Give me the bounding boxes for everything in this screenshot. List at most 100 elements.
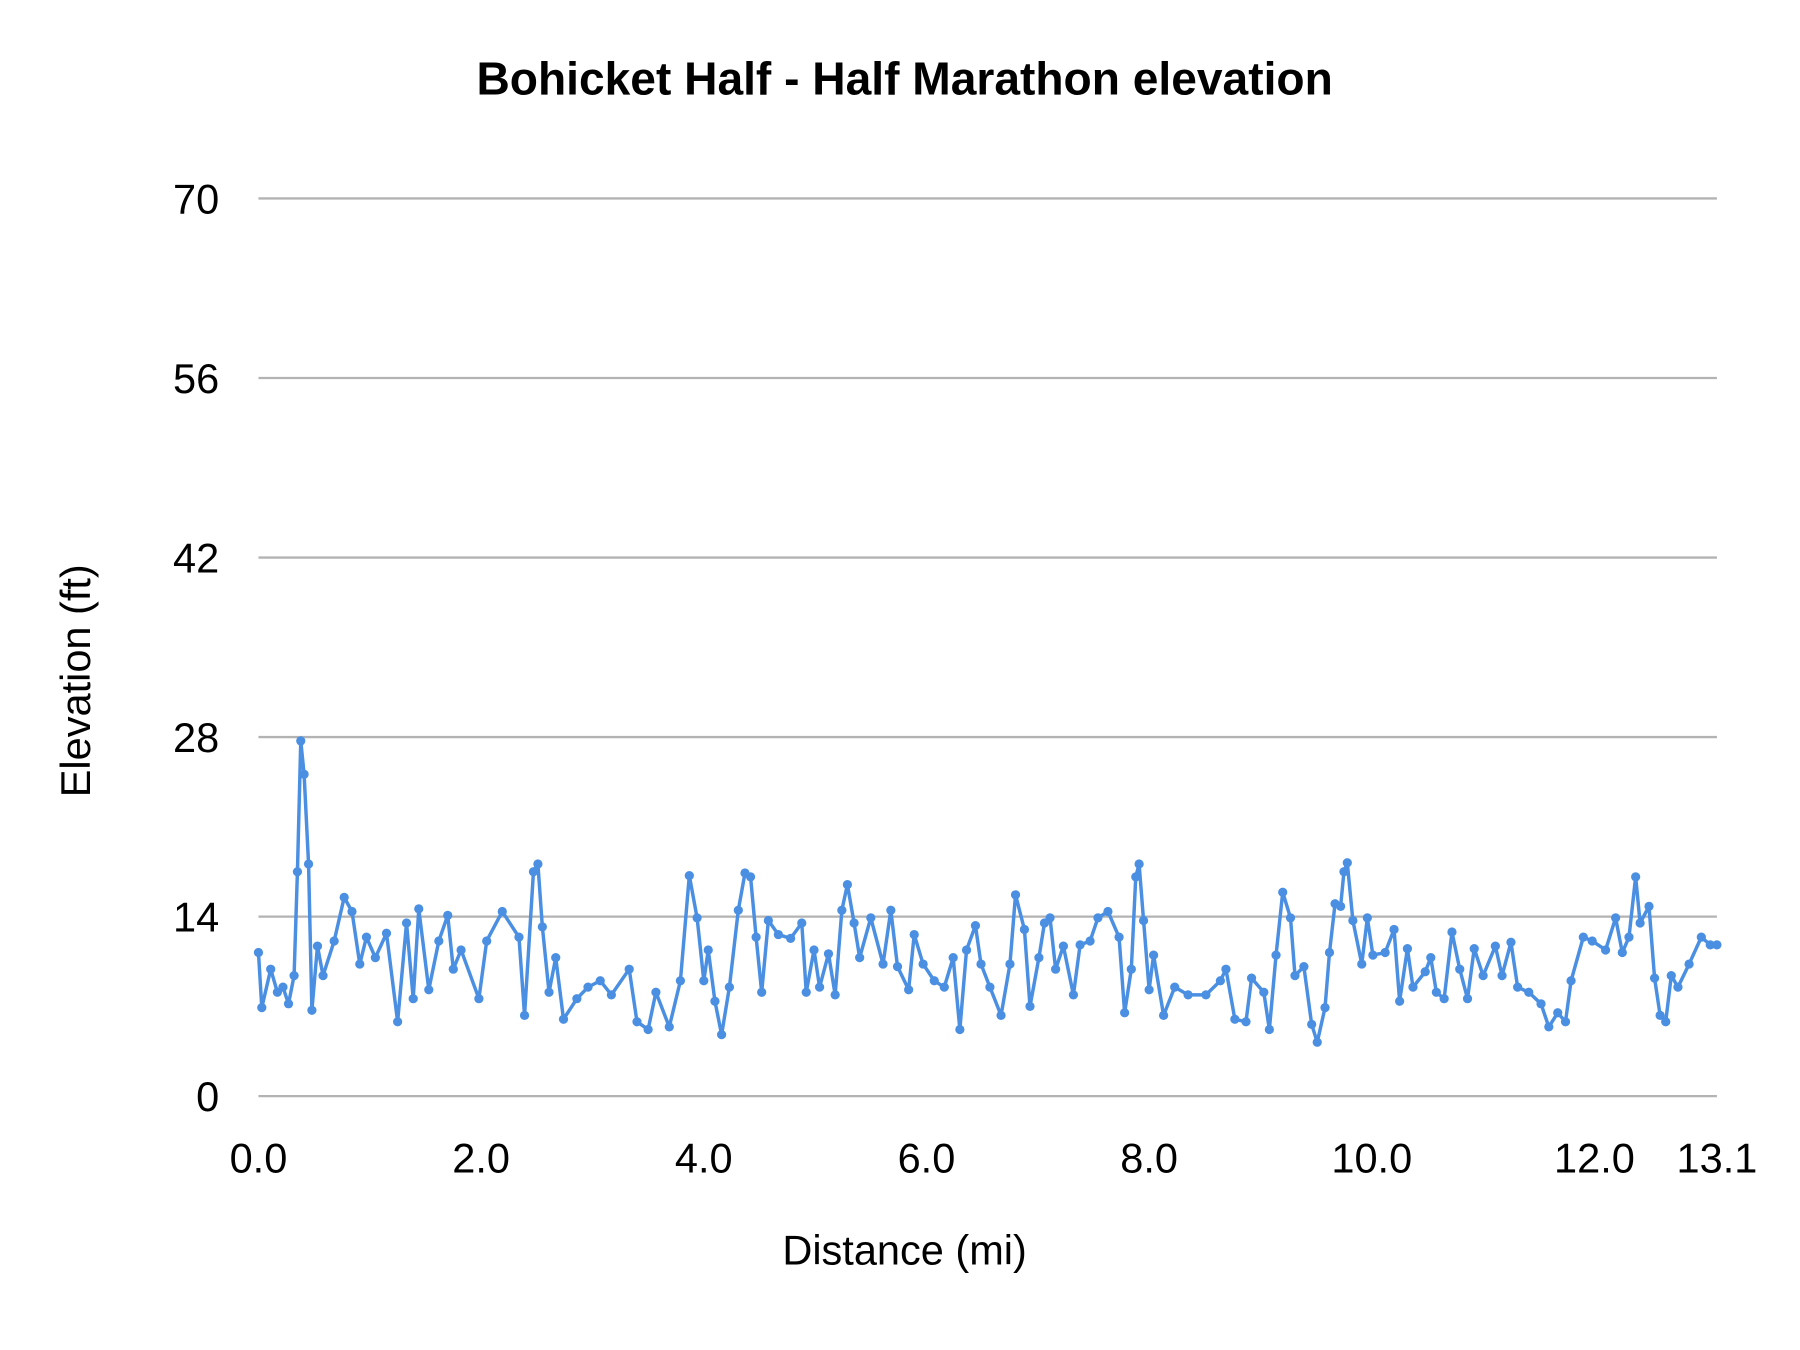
data-point xyxy=(1126,964,1136,974)
data-point xyxy=(1490,941,1500,951)
data-point xyxy=(1655,1010,1665,1020)
data-point xyxy=(751,932,761,942)
data-point xyxy=(1068,990,1079,1000)
data-point xyxy=(675,976,686,986)
data-point xyxy=(1259,987,1269,997)
data-point xyxy=(393,1017,403,1027)
data-point xyxy=(1368,950,1378,960)
data-point xyxy=(996,1010,1006,1020)
data-point xyxy=(1285,913,1296,923)
data-point xyxy=(892,962,903,972)
data-point xyxy=(1389,924,1399,935)
data-point xyxy=(1271,950,1281,960)
data-point xyxy=(786,933,796,944)
data-point xyxy=(909,929,919,940)
data-point xyxy=(572,994,582,1004)
data-point xyxy=(1644,901,1654,911)
data-point xyxy=(497,906,507,917)
data-point xyxy=(1362,913,1372,923)
data-point xyxy=(1320,1003,1330,1013)
data-point xyxy=(976,959,986,969)
data-point xyxy=(1278,887,1288,897)
data-point xyxy=(985,982,995,992)
data-point xyxy=(1144,985,1154,995)
data-point xyxy=(289,970,299,981)
data-point xyxy=(318,970,328,981)
data-point xyxy=(929,976,939,986)
x-tick-label: 2.0 xyxy=(452,1134,510,1181)
data-point xyxy=(1578,932,1588,942)
data-point xyxy=(257,1003,267,1013)
data-point xyxy=(1544,1022,1554,1032)
data-point xyxy=(1624,932,1634,942)
data-point xyxy=(339,892,349,902)
data-point xyxy=(1348,915,1358,926)
data-point xyxy=(1045,913,1055,923)
data-point xyxy=(830,990,840,1000)
data-point xyxy=(918,959,928,969)
x-tick-label: 6.0 xyxy=(898,1134,956,1181)
data-point xyxy=(643,1024,653,1035)
data-point xyxy=(537,922,547,932)
data-point xyxy=(1290,970,1300,981)
data-point xyxy=(1093,913,1103,923)
data-point xyxy=(823,949,834,959)
data-point xyxy=(849,918,859,928)
data-point xyxy=(361,932,372,942)
data-point xyxy=(1478,970,1488,981)
data-point xyxy=(482,936,492,946)
data-point xyxy=(1114,932,1124,942)
data-point xyxy=(878,959,888,969)
data-point xyxy=(745,872,756,882)
data-point xyxy=(606,990,617,1000)
data-point xyxy=(1148,950,1159,960)
data-point xyxy=(1058,941,1069,951)
data-point xyxy=(1712,940,1722,950)
data-point xyxy=(381,928,392,938)
data-point xyxy=(551,953,561,963)
data-point xyxy=(1312,1037,1322,1047)
data-point xyxy=(1120,1008,1130,1018)
data-point xyxy=(292,867,303,877)
data-point xyxy=(763,915,773,926)
data-point xyxy=(1230,1014,1240,1024)
data-point xyxy=(1357,959,1367,969)
data-point xyxy=(1408,982,1418,992)
data-point xyxy=(1005,959,1015,969)
data-point xyxy=(684,870,694,881)
data-point xyxy=(837,905,847,915)
data-point xyxy=(1138,915,1149,926)
data-point xyxy=(1380,947,1390,958)
data-point xyxy=(1170,982,1180,992)
data-point xyxy=(1497,970,1507,981)
data-point xyxy=(814,982,825,992)
data-point xyxy=(1566,976,1576,986)
data-point xyxy=(948,953,958,963)
data-point xyxy=(595,976,605,986)
data-point xyxy=(1635,918,1645,928)
data-point xyxy=(855,953,865,963)
data-point xyxy=(939,982,949,992)
data-point xyxy=(1684,959,1694,969)
data-point xyxy=(299,769,309,779)
data-point xyxy=(1553,1008,1563,1018)
data-point xyxy=(456,945,466,955)
data-point xyxy=(329,936,339,946)
data-point xyxy=(1696,932,1706,942)
data-point xyxy=(1246,973,1257,983)
data-point xyxy=(347,906,357,917)
data-point xyxy=(1705,940,1715,950)
data-point xyxy=(1307,1019,1317,1029)
x-tick-label: 8.0 xyxy=(1120,1134,1178,1181)
data-point xyxy=(1158,1010,1169,1020)
data-point xyxy=(1536,999,1546,1009)
data-point xyxy=(1201,990,1211,1000)
data-point xyxy=(1649,973,1660,983)
series-line xyxy=(256,739,1717,1045)
data-point xyxy=(1506,937,1516,947)
data-point xyxy=(1431,987,1441,997)
elevation-series xyxy=(253,736,1722,1047)
data-point xyxy=(1524,987,1534,997)
y-tick-label: 28 xyxy=(173,714,219,761)
